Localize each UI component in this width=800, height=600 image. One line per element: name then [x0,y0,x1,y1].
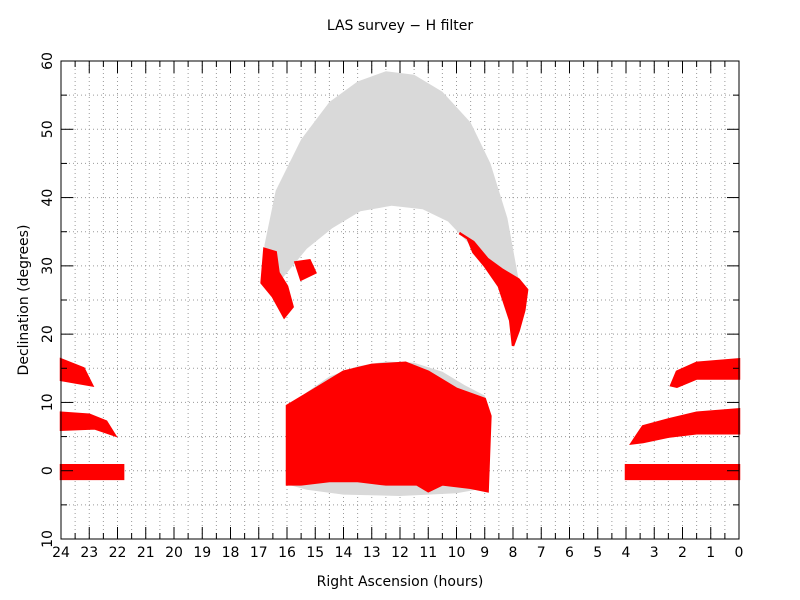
observed-region-3 [458,232,529,347]
x-tick-label: 14 [335,545,353,561]
x-tick-label: 2 [678,545,687,561]
y-tick-label: 50 [40,120,56,138]
y-tick-label: 30 [40,257,56,275]
x-tick-label: 23 [80,545,98,561]
y-axis-label: Declination (degrees) [16,225,32,376]
observed-region-9 [629,407,741,445]
x-tick-label: 19 [193,545,211,561]
x-tick-label: 10 [448,545,466,561]
x-tick-label: 24 [52,545,70,561]
x-tick-label: 4 [622,545,631,561]
x-tick-label: 11 [419,545,437,561]
observed-region-1 [260,247,294,320]
y-tick-label: 0 [40,466,56,475]
observed-region-6 [59,411,118,438]
observed-region-10 [669,358,741,389]
observed-region-8 [624,464,741,481]
x-tick-label: 16 [278,545,296,561]
y-tick-label: 40 [40,189,56,207]
chart-title: LAS survey − H filter [327,18,474,34]
y-tick-label: 10 [40,393,56,411]
x-tick-label: 1 [706,545,715,561]
x-tick-label: 0 [735,545,744,561]
observed-region-7 [59,357,95,388]
observed-region-5 [59,464,125,481]
observed-region-4 [285,361,492,493]
x-tick-label: 12 [391,545,409,561]
x-tick-label: 3 [650,545,659,561]
x-tick-label: 5 [593,545,602,561]
x-tick-label: 9 [480,545,489,561]
data-layer [59,71,741,496]
axes: 24 23 22 21 20 19 18 17 16 15 14 13 12 11 10 9 8 7 6 5 4 3 2 1 0… [40,52,743,561]
y-tick-label: 20 [40,325,56,343]
x-tick-label: 20 [165,545,183,561]
x-tick-label: 15 [306,545,324,561]
x-axis-label: Right Ascension (hours) [317,574,484,590]
planned-region-1 [264,71,519,307]
x-tick-label: 6 [565,545,574,561]
x-tick-label: 13 [363,545,381,561]
observed-region-2 [293,259,317,282]
y-tick-label: 10 [40,530,56,548]
x-tick-label: 17 [250,545,268,561]
x-tick-label: 18 [222,545,240,561]
x-tick-label: 7 [537,545,546,561]
x-tick-label: 21 [137,545,155,561]
x-tick-label: 22 [109,545,127,561]
y-tick-label: 60 [40,52,56,70]
x-tick-label: 8 [509,545,518,561]
